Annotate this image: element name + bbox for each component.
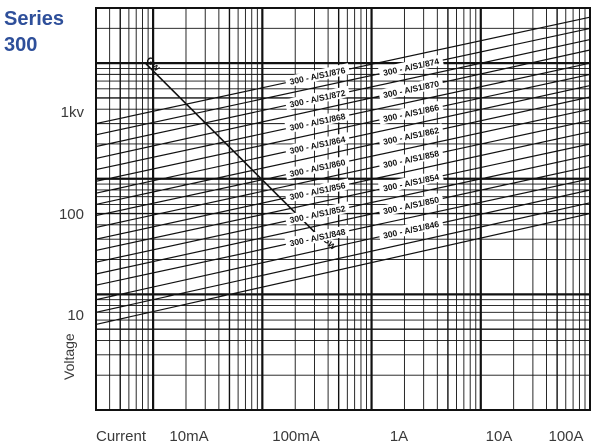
series-title-line2: 300 — [4, 34, 38, 56]
series-line — [95, 213, 591, 325]
series-label: 300 - A/S1/858 — [378, 146, 444, 171]
series-label-bg — [284, 63, 351, 88]
series-label: 300 - A/S1/856 — [284, 178, 351, 203]
series-label-bg — [378, 146, 444, 171]
series-title-line1: Series — [4, 8, 65, 30]
x-tick-label-10A: 10A — [485, 428, 513, 445]
diagonal-line — [144, 62, 323, 240]
y-tick-label-100: 100 — [58, 206, 84, 223]
series-label: 300 - A/S1/860 — [284, 155, 351, 180]
series-line — [95, 202, 591, 313]
series-label: 300 - A/S1/852 — [284, 201, 351, 226]
x-tick-label-100mA: 100mA — [272, 428, 320, 445]
series-label: 300 - A/S1/872 — [284, 85, 351, 111]
x-tick-label-10mA: 10mA — [169, 428, 209, 445]
annotation-label: Gw — [143, 55, 162, 74]
series-label: 300 - A/S1/866 — [378, 100, 444, 125]
series-label-bg — [378, 217, 444, 242]
series-label: 300 - A/S1/854 — [378, 169, 444, 195]
series-line — [95, 49, 591, 159]
series-label: 300 - A/S1/876 — [284, 63, 351, 88]
series-line — [95, 96, 591, 205]
series-label-bg — [284, 178, 351, 203]
series-label-bg — [378, 54, 444, 79]
series-title: Series 300 — [4, 6, 64, 58]
series-label-bg — [378, 192, 444, 218]
x-tick-label-1A: 1A — [389, 428, 409, 445]
series-label-bg — [378, 100, 444, 125]
series-line — [95, 143, 591, 251]
series-label-bg — [284, 109, 351, 134]
y-tick-label-1kv: 1kv — [60, 104, 84, 121]
series-label-bg — [284, 85, 351, 111]
series-label-bg — [378, 169, 444, 195]
series-label-bg — [284, 155, 351, 180]
series-label-bg — [378, 123, 444, 148]
series-line — [95, 119, 591, 228]
x-axis-label: Current — [96, 428, 147, 445]
series-label: 300 - A/S1/864 — [284, 132, 351, 157]
plot-frame — [95, 7, 591, 411]
series-label-bg — [284, 201, 351, 226]
y-tick-label-10: 10 — [67, 307, 84, 324]
series-label: 300 - A/S1/868 — [284, 109, 351, 134]
series-label-bg — [378, 76, 444, 101]
series-line — [95, 165, 591, 275]
x-tick-label-100A: 100A — [548, 428, 584, 445]
series-line — [95, 73, 591, 182]
series-label-bg — [284, 224, 351, 250]
series-line — [95, 189, 591, 301]
series-label-bg — [284, 132, 351, 157]
series-line — [95, 27, 591, 136]
series-label: 300 - A/S1/874 — [378, 54, 444, 79]
